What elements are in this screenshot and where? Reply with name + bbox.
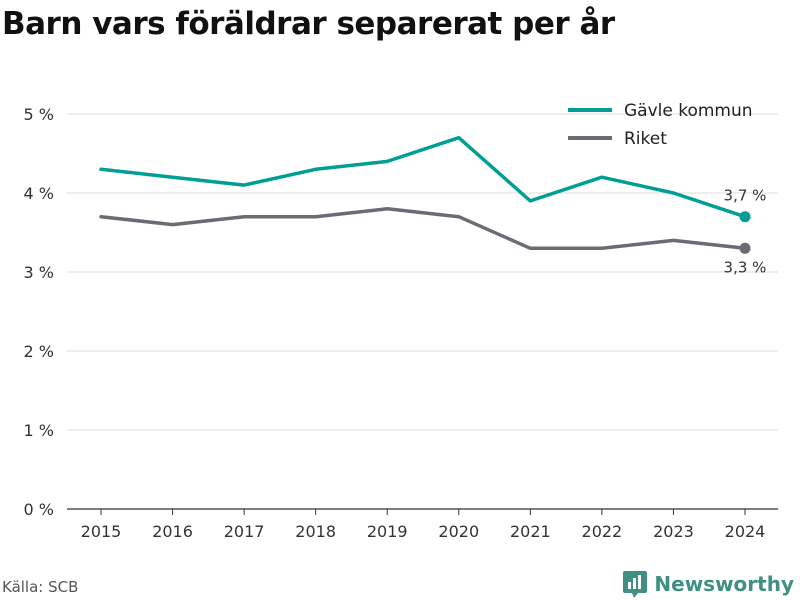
brand-name: Newsworthy bbox=[654, 572, 794, 596]
series-endpoint bbox=[739, 242, 751, 254]
series-line-gavle bbox=[99, 135, 747, 219]
x-tick-label: 2019 bbox=[367, 522, 408, 541]
x-tick-label: 2015 bbox=[81, 522, 122, 541]
x-tick-label: 2018 bbox=[295, 522, 336, 541]
end-value-label: 3,3 % bbox=[724, 258, 767, 276]
series-line-riket bbox=[99, 207, 747, 251]
end-value-label: 3,7 % bbox=[724, 187, 767, 205]
series-endpoint bbox=[739, 211, 751, 223]
x-tick-label: 2020 bbox=[438, 522, 479, 541]
y-tick-label: 0 % bbox=[24, 500, 54, 519]
source-note: Källa: SCB bbox=[2, 578, 79, 596]
x-tick-label: 2024 bbox=[725, 522, 766, 541]
y-axis-ticks: 0 % 1 % 2 % 3 % 4 % 5 % bbox=[24, 105, 54, 519]
x-tick-label: 2022 bbox=[582, 522, 623, 541]
x-tick-label: 2016 bbox=[152, 522, 193, 541]
legend: Gävle kommun Riket bbox=[568, 101, 753, 149]
chart-title: Barn vars föräldrar separerat per år bbox=[2, 6, 615, 42]
x-tick-label: 2021 bbox=[510, 522, 551, 541]
brand-logo: Newsworthy bbox=[622, 569, 794, 599]
legend-label: Riket bbox=[624, 129, 667, 149]
x-tick-label: 2017 bbox=[224, 522, 265, 541]
x-tick-label: 2023 bbox=[653, 522, 694, 541]
series-lines: 3,3 % 3,7 % bbox=[99, 135, 767, 276]
gridlines bbox=[67, 113, 778, 510]
legend-label: Gävle kommun bbox=[624, 101, 753, 121]
x-axis-ticks: 2015 2016 2017 2018 2019 2020 2021 2022 2023 2024 bbox=[81, 509, 766, 541]
y-tick-label: 3 % bbox=[24, 263, 54, 282]
y-tick-label: 5 % bbox=[24, 105, 54, 124]
newsworthy-logo-icon bbox=[623, 571, 648, 598]
y-tick-label: 1 % bbox=[24, 421, 54, 440]
y-tick-label: 2 % bbox=[24, 342, 54, 361]
y-tick-label: 4 % bbox=[24, 184, 54, 203]
